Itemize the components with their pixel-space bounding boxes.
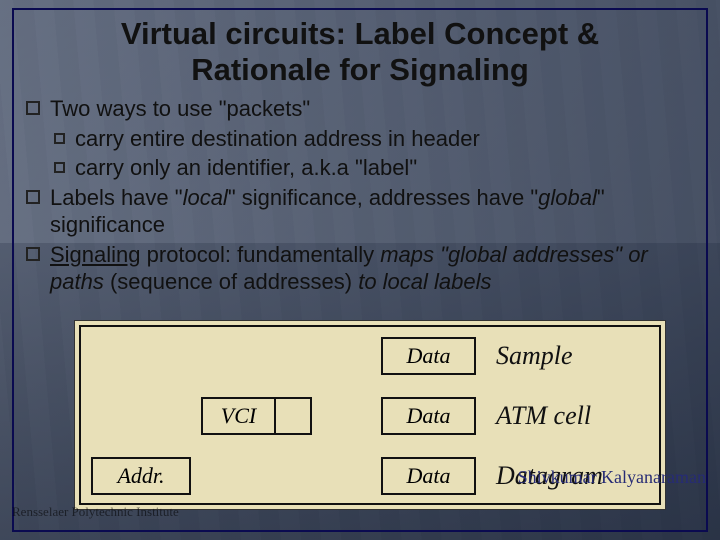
bullet-box-icon — [54, 133, 65, 144]
author-name: Shivkumar Kalyanaraman — [518, 467, 706, 488]
bullet-3-text: Signaling protocol: fundamentally maps "… — [50, 241, 694, 296]
bullet-1b-text: carry only an identifier, a.k.a "label" — [75, 154, 694, 182]
bullet-box-icon — [26, 190, 40, 204]
slide-content: Two ways to use "packets" carry entire d… — [14, 95, 706, 296]
slide-frame: Virtual circuits: Label Concept & Ration… — [12, 8, 708, 532]
bullet-1a: carry entire destination address in head… — [54, 125, 694, 153]
diagram-row-sample: Data Sample — [81, 335, 659, 377]
b3-signaling: Signaling — [50, 242, 141, 267]
b2-pre: Labels have " — [50, 185, 183, 210]
label-atm: ATM cell — [496, 401, 591, 431]
title-line-2: Rationale for Signaling — [191, 52, 529, 87]
header-small-cell — [276, 397, 312, 435]
data-cell-1: Data — [381, 337, 476, 375]
bullet-box-icon — [26, 247, 40, 261]
data-cell-2: Data — [381, 397, 476, 435]
bullet-3: Signaling protocol: fundamentally maps "… — [26, 241, 694, 296]
label-sample: Sample — [496, 341, 573, 371]
data-cell-3: Data — [381, 457, 476, 495]
b2-global: global — [538, 185, 597, 210]
bullet-box-icon — [26, 101, 40, 115]
bullet-1: Two ways to use "packets" — [26, 95, 694, 123]
bullet-box-icon — [54, 162, 65, 173]
bullet-1a-text: carry entire destination address in head… — [75, 125, 694, 153]
b3-seq: (sequence of addresses) — [104, 269, 358, 294]
title-line-1: Virtual circuits: Label Concept & — [121, 16, 599, 51]
bullet-2-text: Labels have "local" significance, addres… — [50, 184, 694, 239]
institute-name: Rensselaer Polytechnic Institute — [12, 504, 179, 520]
b3-to: to local labels — [358, 269, 491, 294]
addr-cell: Addr. — [91, 457, 191, 495]
bullet-1-text: Two ways to use "packets" — [50, 95, 694, 123]
diagram-row-atm: VCI Data ATM cell — [81, 395, 659, 437]
vci-cell: VCI — [201, 397, 276, 435]
b2-mid: " significance, addresses have " — [228, 185, 538, 210]
b2-local: local — [183, 185, 228, 210]
slide-title: Virtual circuits: Label Concept & Ration… — [14, 10, 706, 95]
bullet-2: Labels have "local" significance, addres… — [26, 184, 694, 239]
bullet-1b: carry only an identifier, a.k.a "label" — [54, 154, 694, 182]
b3-protocol: protocol: fundamentally — [141, 242, 381, 267]
